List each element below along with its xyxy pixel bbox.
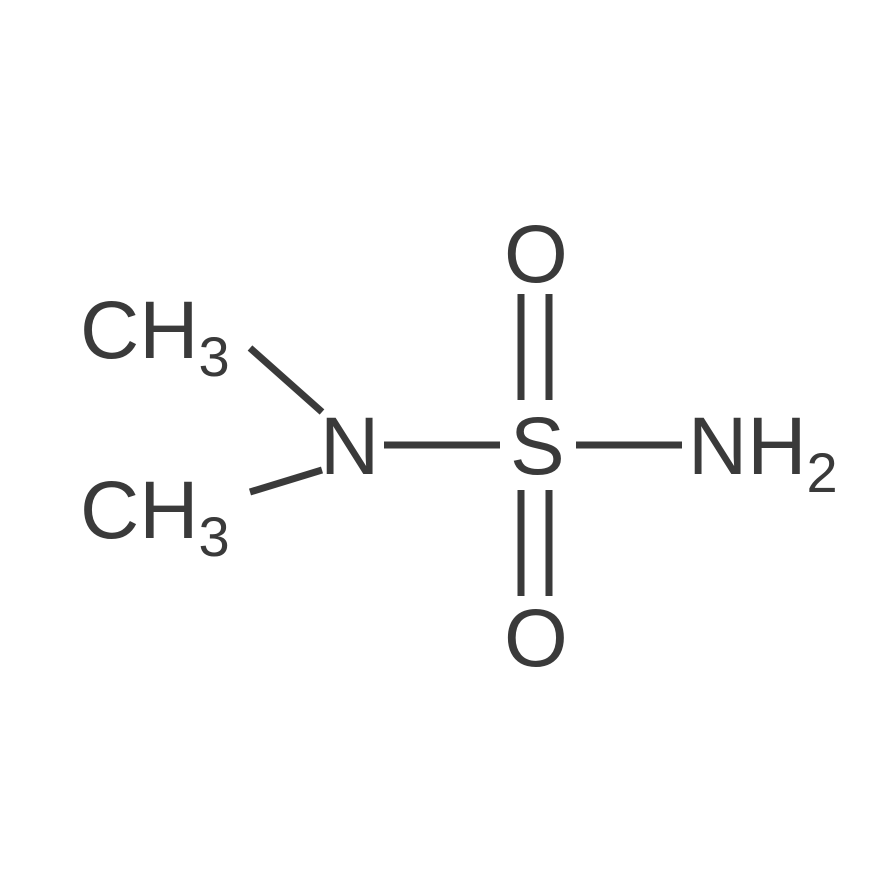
bond-ch3top-n [250,348,322,412]
molecule-diagram: CH3 CH3 N S O O NH2 [0,0,890,890]
atom-nh2: NH2 [688,401,838,504]
atom-ch3-bottom: CH3 [80,465,230,568]
atom-n: N [320,401,379,492]
atom-o-top: O [504,209,568,300]
bonds-group [250,294,682,596]
bond-ch3bot-n [250,470,322,492]
atom-ch3-top: CH3 [80,285,230,388]
atom-o-bottom: O [504,593,568,684]
atom-s: S [510,401,565,492]
